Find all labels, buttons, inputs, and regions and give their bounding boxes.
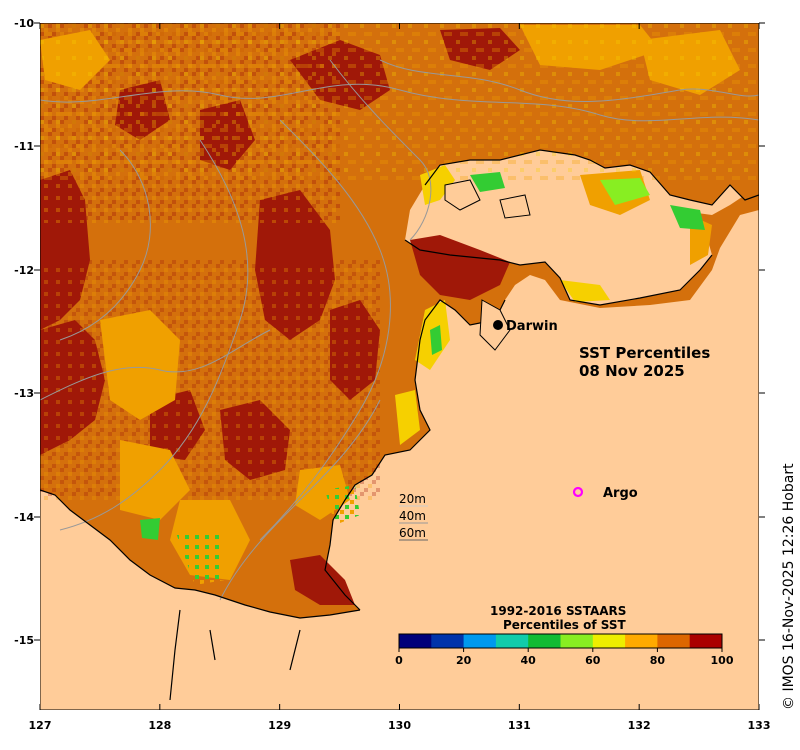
longitude-axis: 127 128 129 130 131 132 133 — [29, 23, 771, 732]
lat-tick-label: -12 — [14, 264, 34, 277]
colorbar-cell — [528, 634, 561, 648]
colorbar-cell — [689, 634, 723, 648]
lon-tick-label: 133 — [748, 719, 771, 732]
map-area: Darwin Argo SST Percentiles 08 Nov 2025 … — [40, 23, 759, 710]
colorbar-frame — [398, 633, 723, 649]
latitude-axis: -10 -11 -12 -13 -14 -15 — [14, 17, 765, 647]
map-title-line1: SST Percentiles — [579, 344, 710, 362]
contour-depth-legend: 20m 40m 60m — [399, 492, 428, 541]
colorbar-tick-label: 40 — [521, 654, 537, 667]
colorbar-cell — [431, 634, 465, 648]
contour-20m-label: 20m — [399, 492, 426, 506]
colorbar-cells — [399, 634, 723, 648]
colorbar-cell — [495, 634, 529, 648]
argo-label: Argo — [603, 486, 638, 501]
lon-tick-label: 130 — [388, 719, 411, 732]
colorbar-tick-label: 100 — [711, 654, 734, 667]
colorbar-ticks: 0 20 40 60 80 100 — [395, 648, 734, 667]
colorbar-cell — [657, 634, 691, 648]
colorbar: 1992-2016 SSTAARS Percentiles of SST 0 20… — [395, 604, 734, 667]
lon-tick-label: 131 — [508, 719, 531, 732]
colorbar-cell — [560, 634, 594, 648]
colorbar-tick-label: 0 — [395, 654, 403, 667]
lon-tick-label: 129 — [268, 719, 291, 732]
lon-tick-label: 132 — [628, 719, 651, 732]
darwin-label: Darwin — [506, 319, 558, 334]
colorbar-title-line2: Percentiles of SST — [503, 618, 626, 632]
colorbar-cell — [592, 634, 626, 648]
coastal-cool-fringe — [140, 165, 705, 585]
colorbar-cell — [399, 634, 432, 648]
darwin-marker: Darwin — [493, 319, 558, 334]
lon-tick-label: 127 — [29, 719, 52, 732]
bathymetry-contours — [40, 59, 759, 601]
colorbar-tick-label: 80 — [650, 654, 666, 667]
lat-tick-label: -10 — [14, 17, 34, 30]
colorbar-title-line1: 1992-2016 SSTAARS — [490, 604, 626, 618]
lat-tick-label: -15 — [14, 634, 34, 647]
colorbar-tick-label: 60 — [585, 654, 601, 667]
colorbar-tick-label: 20 — [456, 654, 472, 667]
lat-tick-label: -11 — [14, 140, 34, 153]
map-title-line2: 08 Nov 2025 — [579, 362, 685, 380]
credit-text: © IMOS 16-Nov-2025 12:26 Hobart — [781, 463, 797, 710]
contour-60m-label: 60m — [399, 526, 426, 540]
argo-marker: Argo — [572, 486, 638, 501]
colorbar-cell — [463, 634, 497, 648]
lon-tick-label: 128 — [148, 719, 171, 732]
colorbar-cell — [625, 634, 658, 648]
darwin-dot-icon — [493, 320, 503, 330]
lat-tick-label: -14 — [14, 511, 34, 524]
coastline — [40, 149, 759, 701]
lat-tick-label: -13 — [14, 387, 34, 400]
contour-40m-label: 40m — [399, 509, 426, 523]
moderate-speckle-n — [40, 23, 759, 183]
warm-speckle-w — [40, 260, 380, 500]
argo-ring-icon — [572, 486, 584, 498]
